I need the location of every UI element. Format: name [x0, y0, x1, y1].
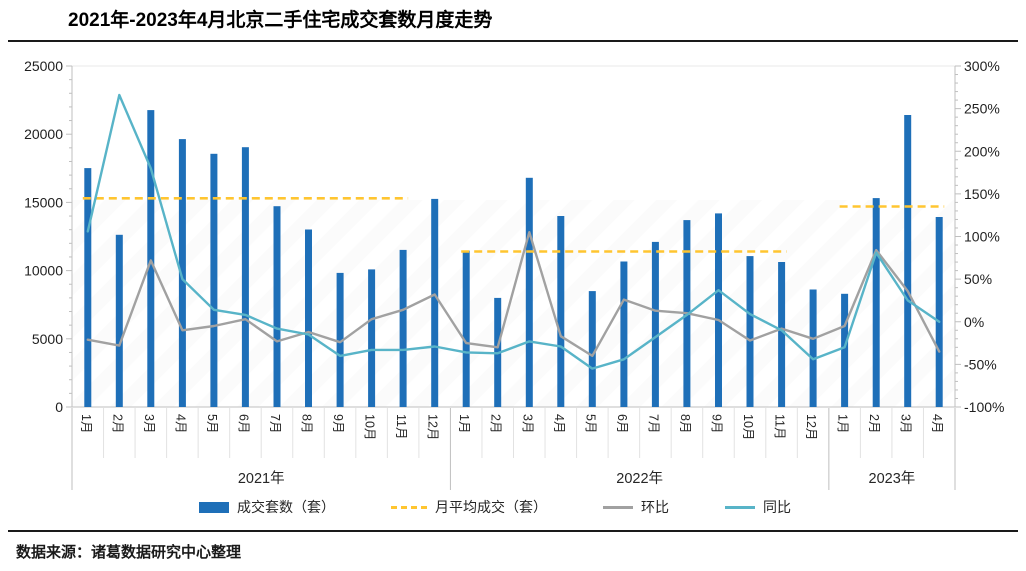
chart-title: 2021年-2023年4月北京二手住宅成交套数月度走势	[68, 10, 493, 31]
svg-text:1月: 1月	[457, 414, 471, 433]
svg-text:4月: 4月	[552, 414, 566, 433]
svg-text:3月: 3月	[142, 414, 156, 433]
legend-item-volume: 成交套数（套）	[199, 497, 335, 517]
legend-item-average: 月平均成交（套）	[391, 497, 547, 517]
svg-text:2月: 2月	[489, 414, 503, 433]
footer-divider	[8, 530, 1018, 532]
svg-text:2月: 2月	[867, 414, 881, 433]
svg-text:15000: 15000	[24, 194, 63, 210]
svg-text:0: 0	[55, 399, 63, 415]
chart-canvas: 0 5000 10000 15000 20000 25000 -100% -50% 0% 50% 1…	[24, 58, 1004, 490]
chart-legend: 成交套数（套） 月平均成交（套） 环比 同比	[0, 497, 1008, 517]
svg-text:20000: 20000	[24, 126, 63, 142]
year-labels: 2021年 2022年 2023年	[238, 470, 915, 487]
svg-text:1月: 1月	[836, 414, 850, 433]
category-separators	[71, 408, 956, 490]
svg-text:5月: 5月	[205, 414, 219, 433]
volume-swatch-icon	[199, 501, 229, 513]
svg-text:2021年: 2021年	[238, 470, 285, 487]
average-dash-swatch-icon	[391, 505, 427, 509]
svg-text:200%: 200%	[964, 143, 1000, 159]
svg-text:9月: 9月	[331, 414, 345, 433]
month-labels: 1月 2月 3月 4月 5月 6月 7月 8月 9月 10月 11月 12月 1月 2月 3月 4月 5月 6月 7…	[79, 414, 944, 440]
legend-item-yoy: 同比	[725, 497, 791, 517]
svg-text:250%: 250%	[964, 101, 1000, 117]
legend-label: 同比	[763, 499, 791, 515]
svg-text:4月: 4月	[173, 414, 187, 433]
svg-text:1月: 1月	[79, 414, 93, 433]
legend-label: 月平均成交（套）	[435, 499, 547, 515]
svg-text:6月: 6月	[615, 414, 629, 433]
mom-series	[86, 230, 941, 358]
data-source: 数据来源：诸葛数据研究中心整理	[16, 544, 242, 561]
svg-text:4月: 4月	[930, 414, 944, 433]
svg-text:3月: 3月	[520, 414, 534, 433]
svg-text:0%: 0%	[964, 314, 984, 330]
svg-text:12月: 12月	[804, 414, 818, 440]
svg-text:-100%: -100%	[964, 399, 1004, 415]
svg-text:5月: 5月	[583, 414, 597, 433]
yoy-series	[86, 93, 941, 370]
svg-text:2022年: 2022年	[616, 470, 663, 487]
legend-item-mom: 环比	[603, 497, 669, 517]
svg-text:6月: 6月	[236, 414, 250, 433]
svg-text:8月: 8月	[678, 414, 692, 433]
svg-text:300%: 300%	[964, 58, 1000, 74]
svg-text:8月: 8月	[300, 414, 314, 433]
average-series	[82, 197, 945, 253]
svg-text:3月: 3月	[899, 414, 913, 433]
svg-text:10月: 10月	[741, 414, 755, 440]
mom-line-swatch-icon	[603, 505, 633, 509]
volume-series	[84, 110, 943, 407]
svg-text:9月: 9月	[710, 414, 724, 433]
yoy-line-swatch-icon	[725, 505, 755, 509]
legend-label: 环比	[641, 499, 669, 515]
svg-text:100%: 100%	[964, 229, 1000, 245]
svg-text:2月: 2月	[110, 414, 124, 433]
svg-text:11月: 11月	[773, 414, 787, 439]
axes: 0 5000 10000 15000 20000 25000 -100% -50% 0% 50% 1…	[24, 58, 1004, 415]
svg-text:2023年: 2023年	[869, 470, 916, 487]
svg-text:5000: 5000	[32, 331, 63, 347]
svg-text:7月: 7月	[646, 414, 660, 433]
svg-text:25000: 25000	[24, 58, 63, 74]
svg-text:150%: 150%	[964, 186, 1000, 202]
svg-text:11月: 11月	[394, 414, 408, 439]
svg-text:50%: 50%	[964, 271, 992, 287]
svg-text:7月: 7月	[268, 414, 282, 433]
title-divider	[8, 40, 1018, 42]
watermark	[72, 200, 955, 407]
legend-label: 成交套数（套）	[237, 499, 335, 515]
svg-text:10月: 10月	[363, 414, 377, 440]
svg-text:10000: 10000	[24, 263, 63, 279]
svg-text:12月: 12月	[426, 414, 440, 440]
svg-text:-50%: -50%	[964, 356, 997, 372]
